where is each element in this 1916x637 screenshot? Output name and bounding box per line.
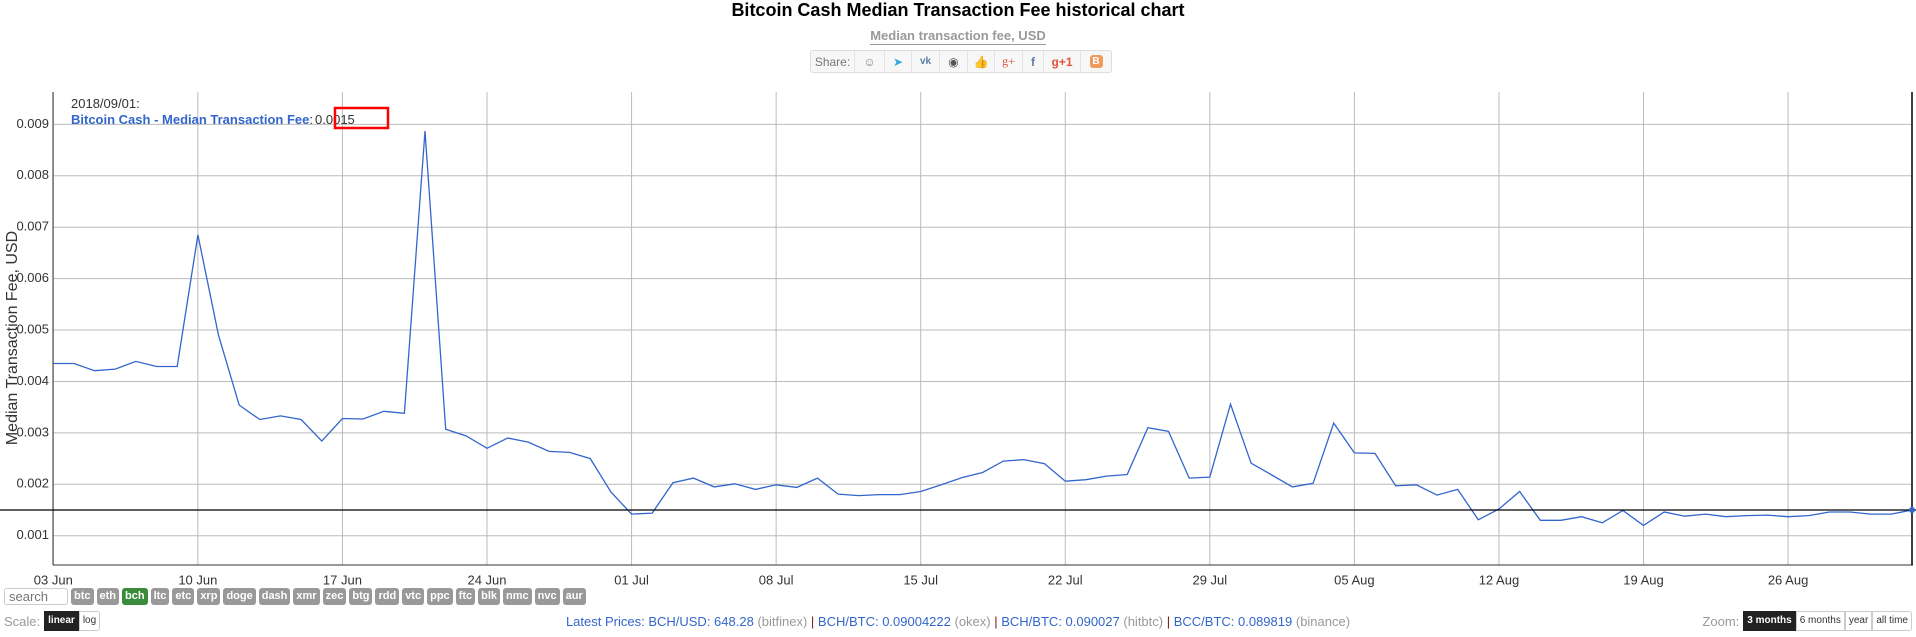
currency-button-zec[interactable]: zec xyxy=(322,588,347,605)
currency-button-btc[interactable]: btc xyxy=(71,588,94,605)
currency-button-eth[interactable]: eth xyxy=(96,588,119,605)
subtitle-link[interactable]: Median transaction fee, USD xyxy=(870,28,1046,45)
currency-button-dash[interactable]: dash xyxy=(258,588,291,605)
currency-button-rdd[interactable]: rdd xyxy=(375,588,400,605)
hover-point xyxy=(1909,506,1915,513)
reddit-icon[interactable]: ☺ xyxy=(855,51,885,72)
price-pair[interactable]: BCH/USD: 648.28 xyxy=(648,614,754,629)
chart-title: Bitcoin Cash Median Transaction Fee hist… xyxy=(731,0,1185,20)
y-tick-label: 0.007 xyxy=(16,219,49,234)
zoom-6-months-button[interactable]: 6 months xyxy=(1795,611,1845,631)
x-tick-label: 08 Jul xyxy=(759,572,794,587)
x-tick-label: 22 Jul xyxy=(1048,572,1083,587)
google-plus-icon[interactable]: g+ xyxy=(995,51,1023,72)
blogger-icon[interactable]: B xyxy=(1081,51,1111,72)
price-exchange: (okex) xyxy=(954,614,991,629)
currency-button-nvc[interactable]: nvc xyxy=(534,588,560,605)
currency-button-blk[interactable]: blk xyxy=(478,588,501,605)
tooltip-line: Bitcoin Cash - Median Transaction Fee: 0.… xyxy=(71,112,355,127)
y-tick-label: 0.002 xyxy=(16,476,49,491)
zoom-3-months-button[interactable]: 3 months xyxy=(1743,611,1796,631)
currency-button-vtc[interactable]: vtc xyxy=(402,588,425,605)
x-tick-label: 03 Jun xyxy=(34,572,73,587)
y-tick-label: 0.001 xyxy=(16,527,49,542)
zoom-control: Zoom: 3 months 6 months year all time xyxy=(1702,611,1912,631)
y-tick-label: 0.008 xyxy=(16,167,49,182)
y-tick-label: 0.009 xyxy=(16,116,49,131)
y-tick-label: 0.004 xyxy=(16,373,49,388)
twitter-icon[interactable]: ➤ xyxy=(885,51,912,72)
currency-button-bch[interactable]: bch xyxy=(122,588,148,605)
separator: | xyxy=(990,614,1002,629)
x-tick-label: 19 Aug xyxy=(1623,572,1664,587)
scale-log-button[interactable]: log xyxy=(78,611,101,631)
x-tick-label: 24 Jun xyxy=(467,572,506,587)
weibo-icon[interactable]: ◉ xyxy=(940,51,968,72)
share-label: Share: xyxy=(811,51,855,72)
chart-subtitle: Median transaction fee, USD xyxy=(0,27,1916,45)
scale-control: Scale: linear log xyxy=(4,611,101,631)
latest-prices: Latest Prices: BCH/USD: 648.28 (bitfinex… xyxy=(0,614,1916,629)
currency-button-aur[interactable]: aur xyxy=(562,588,586,605)
tooltip-colon: : xyxy=(309,112,313,127)
series-line xyxy=(53,131,1913,527)
currency-button-xmr[interactable]: xmr xyxy=(293,588,320,605)
share-bar: Share: ☺ ➤ vk ◉ 👍 g+ f g+1 B xyxy=(810,50,1112,73)
tooltip-date: 2018/09/01: xyxy=(71,96,140,111)
x-tick-label: 10 Jun xyxy=(178,572,217,587)
zoom-label: Zoom: xyxy=(1702,613,1740,629)
highlight-box xyxy=(333,106,390,130)
currency-button-ltc[interactable]: ltc xyxy=(150,588,170,605)
scale-linear-button[interactable]: linear xyxy=(44,611,79,631)
currency-bar: btcethbchltcetcxrpdogedashxmrzecbtgrddvt… xyxy=(4,588,586,605)
separator: | xyxy=(1163,614,1174,629)
price-exchange: (bitfinex) xyxy=(757,614,808,629)
tooltip-series-name: Bitcoin Cash - Median Transaction Fee xyxy=(71,112,309,127)
prices-label: Latest Prices: xyxy=(565,614,649,629)
price-pair[interactable]: BCH/BTC: 0.09004222 xyxy=(817,614,951,629)
like-icon[interactable]: 👍 xyxy=(968,51,995,72)
currency-button-xrp[interactable]: xrp xyxy=(197,588,221,605)
x-tick-label: 15 Jul xyxy=(903,572,938,587)
currency-button-etc[interactable]: etc xyxy=(172,588,195,605)
currency-button-btg[interactable]: btg xyxy=(349,588,373,605)
y-tick-label: 0.003 xyxy=(16,424,49,439)
price-exchange: (binance) xyxy=(1295,614,1351,629)
x-tick-label: 29 Jul xyxy=(1192,572,1227,587)
search-input[interactable] xyxy=(4,588,68,605)
zoom-year-button[interactable]: year xyxy=(1844,611,1873,631)
x-tick-label: 05 Aug xyxy=(1334,572,1375,587)
zoom-all-time-button[interactable]: all time xyxy=(1872,611,1912,631)
y-axis-label: Median Transaction Fee, USD xyxy=(4,231,21,445)
currency-button-doge[interactable]: doge xyxy=(223,588,256,605)
facebook-icon[interactable]: f xyxy=(1023,51,1044,72)
y-tick-label: 0.005 xyxy=(16,321,49,336)
price-pair[interactable]: BCC/BTC: 0.089819 xyxy=(1173,614,1293,629)
x-tick-label: 01 Jul xyxy=(614,572,649,587)
price-exchange: (hitbtc) xyxy=(1123,614,1164,629)
price-pair[interactable]: BCH/BTC: 0.090027 xyxy=(1001,614,1120,629)
google-plus-one-icon[interactable]: g+1 xyxy=(1044,51,1081,72)
vk-icon[interactable]: vk xyxy=(912,51,940,72)
currency-button-nmc[interactable]: nmc xyxy=(503,588,532,605)
scale-label: Scale: xyxy=(4,613,41,629)
x-tick-label: 17 Jun xyxy=(323,572,362,587)
x-tick-label: 12 Aug xyxy=(1479,572,1520,587)
separator: | xyxy=(807,614,818,629)
y-tick-label: 0.006 xyxy=(16,270,49,285)
currency-button-ppc[interactable]: ppc xyxy=(427,588,453,605)
currency-button-ftc[interactable]: ftc xyxy=(455,588,476,605)
x-tick-label: 26 Aug xyxy=(1768,572,1809,587)
